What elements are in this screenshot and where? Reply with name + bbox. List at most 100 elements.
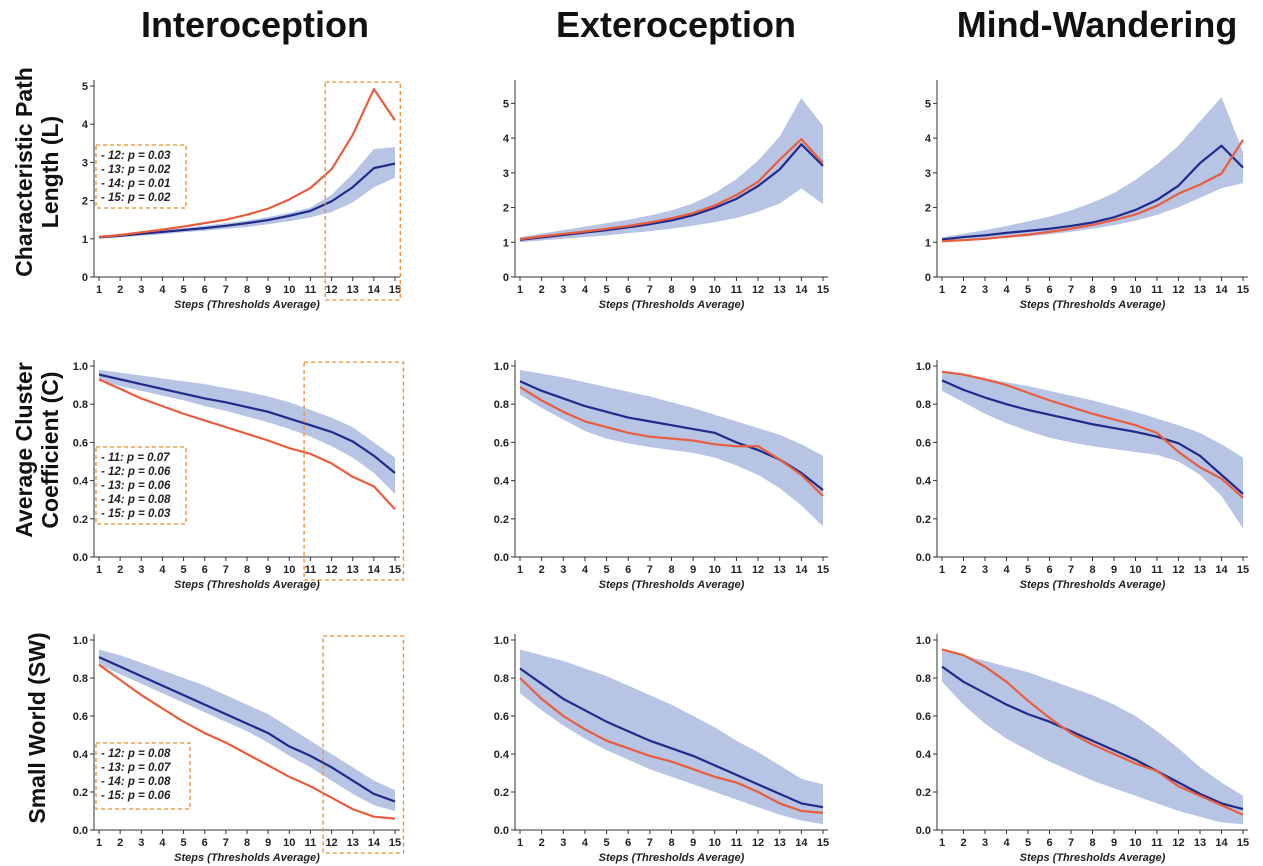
stats-line: - 13: p = 0.02 <box>101 164 171 176</box>
x-tick-label: 3 <box>138 284 144 296</box>
row-title-path-length: Characteristic Path Length (L) <box>11 67 63 277</box>
y-tick-label: 0.0 <box>494 825 509 837</box>
x-tick-label: 10 <box>709 284 721 296</box>
series-line-blue <box>941 665 1244 811</box>
x-tick-label: 11 <box>305 284 317 296</box>
stats-line: - 12: p = 0.03 <box>101 150 171 162</box>
stats-line: - 12: p = 0.08 <box>101 748 171 760</box>
x-tick-label: 14 <box>368 284 381 296</box>
x-tick-label: 5 <box>604 564 610 576</box>
x-tick-label: 3 <box>982 284 988 296</box>
x-tick-label: 8 <box>1089 564 1095 576</box>
y-tick-label: 0.6 <box>494 711 509 723</box>
y-tick-label: 0.4 <box>494 749 510 761</box>
x-tick-label: 9 <box>1111 564 1117 576</box>
x-tick-label: 8 <box>668 284 674 296</box>
x-axis-label: Steps (Thresholds Average) <box>1020 299 1166 311</box>
x-tick-label: 6 <box>202 837 208 849</box>
x-tick-label: 12 <box>752 284 764 296</box>
y-tick-label: 0.4 <box>494 476 510 488</box>
x-tick-label: 7 <box>647 284 653 296</box>
y-tick-label: 0.8 <box>916 399 931 411</box>
x-tick-label: 13 <box>1194 564 1206 576</box>
x-tick-label: 15 <box>389 564 401 576</box>
stats-line: - 15: p = 0.02 <box>101 192 171 204</box>
stats-line: - 13: p = 0.06 <box>101 480 171 492</box>
x-tick-label: 7 <box>1068 284 1074 296</box>
y-tick-label: 5 <box>925 98 931 110</box>
x-tick-label: 10 <box>709 837 721 849</box>
x-tick-label: 13 <box>774 564 786 576</box>
x-tick-label: 5 <box>1025 564 1031 576</box>
x-tick-label: 12 <box>325 837 337 849</box>
x-tick-label: 9 <box>265 564 271 576</box>
stats-line: - 14: p = 0.08 <box>101 776 171 788</box>
confidence-band <box>99 147 395 239</box>
column-title-exteroception: Exteroception <box>556 4 796 45</box>
y-tick-label: 0.0 <box>73 825 88 837</box>
row-title-line: Average Cluster <box>11 362 37 538</box>
row-title-line: Coefficient (C) <box>37 371 63 528</box>
x-tick-label: 15 <box>817 564 829 576</box>
x-tick-label: 11 <box>1151 564 1163 576</box>
y-tick-label: 3 <box>925 168 931 180</box>
stats-line: - 15: p = 0.03 <box>101 508 171 520</box>
chart-panel-c-exteroception: 0.00.20.40.60.81.01 2 3 4 5 6 7 8 9 10 11 12 13 14 15S… <box>494 360 829 591</box>
x-tick-label: 6 <box>202 564 208 576</box>
y-tick-label: 0.6 <box>916 711 931 723</box>
y-tick-label: 1 <box>925 237 931 249</box>
x-tick-label: 7 <box>1068 564 1074 576</box>
y-tick-label: 0.0 <box>73 552 88 564</box>
x-tick-label: 10 <box>283 837 295 849</box>
x-tick-label: 3 <box>138 564 144 576</box>
x-tick-label: 2 <box>117 284 123 296</box>
x-tick-label: 6 <box>1046 564 1052 576</box>
row-title-line: Characteristic Path <box>11 67 37 277</box>
x-tick-label: 8 <box>1089 284 1095 296</box>
y-tick-label: 2 <box>503 203 509 215</box>
x-tick-label: 9 <box>690 284 696 296</box>
x-tick-label: 12 <box>752 564 764 576</box>
x-tick-label: 3 <box>560 837 566 849</box>
x-axis-label: Steps (Thresholds Average) <box>1020 852 1166 864</box>
x-tick-label: 11 <box>731 284 743 296</box>
x-tick-label: 1 <box>939 564 945 576</box>
x-tick-label: 6 <box>625 837 631 849</box>
y-tick-label: 1 <box>503 237 509 249</box>
stats-box <box>95 742 191 810</box>
x-tick-label: 1 <box>517 837 523 849</box>
x-tick-label: 3 <box>138 837 144 849</box>
y-tick-label: 0.8 <box>73 399 88 411</box>
y-tick-label: 0.0 <box>916 552 931 564</box>
x-tick-label: 6 <box>1046 284 1052 296</box>
y-tick-label: 0.6 <box>494 437 509 449</box>
x-tick-label: 6 <box>202 284 208 296</box>
x-tick-label: 4 <box>159 284 166 296</box>
x-tick-label: 9 <box>265 837 271 849</box>
y-tick-label: 0.4 <box>73 749 89 761</box>
column-title-mind-wandering: Mind-Wandering <box>957 4 1238 45</box>
y-tick-label: 0.4 <box>73 476 89 488</box>
x-tick-label: 4 <box>582 284 589 296</box>
x-axis-label: Steps (Thresholds Average) <box>174 299 320 311</box>
y-tick-label: 0.2 <box>916 514 931 526</box>
x-tick-label: 9 <box>1111 837 1117 849</box>
stats-box <box>95 144 187 209</box>
y-tick-label: 0.2 <box>916 787 931 799</box>
y-tick-label: 1.0 <box>916 635 931 647</box>
series-line-blue <box>941 379 1244 495</box>
x-tick-label: 13 <box>774 284 786 296</box>
chart-panel-sw-interoception: 0.00.20.40.60.81.01 2 3 4 5 6 7 8 9 10 11 12 13 14 15S… <box>73 634 405 864</box>
x-tick-label: 13 <box>347 837 359 849</box>
x-tick-label: 8 <box>244 837 250 849</box>
series-line-orange <box>98 663 396 820</box>
x-tick-label: 10 <box>1129 564 1141 576</box>
x-axis-label: Steps (Thresholds Average) <box>174 579 320 591</box>
x-tick-label: 10 <box>283 564 295 576</box>
stats-line: - 14: p = 0.01 <box>101 178 170 190</box>
y-tick-label: 5 <box>503 98 509 110</box>
x-tick-label: 9 <box>265 284 271 296</box>
x-tick-label: 15 <box>389 284 401 296</box>
series-line-blue <box>98 373 396 474</box>
x-tick-label: 10 <box>1129 837 1141 849</box>
